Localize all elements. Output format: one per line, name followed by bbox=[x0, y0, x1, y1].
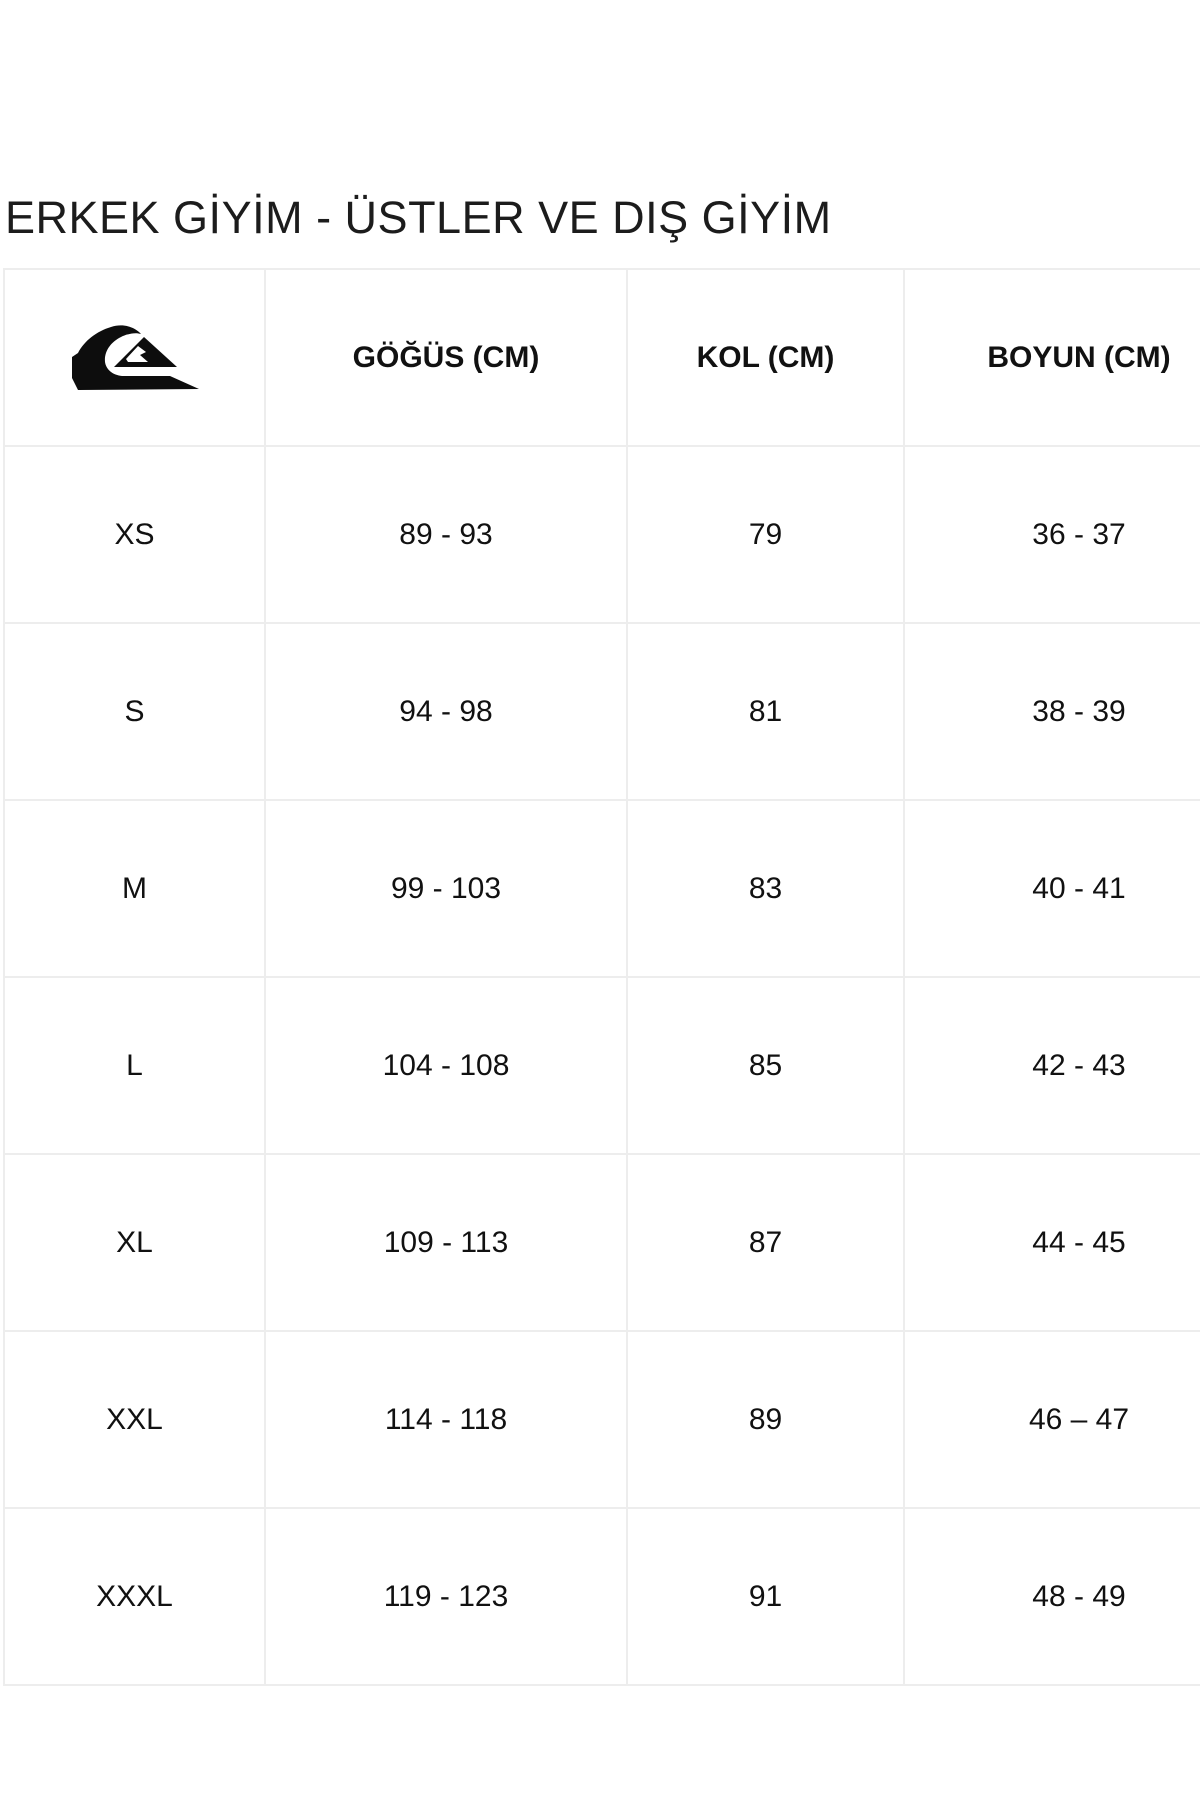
table-row-xxxl: XXXL 119 - 123 91 48 - 49 bbox=[3, 1507, 1200, 1686]
table-row-s: S 94 - 98 81 38 - 39 bbox=[3, 622, 1200, 801]
column-header-kol: KOL (CM) bbox=[626, 268, 905, 447]
size-label: XXL bbox=[3, 1330, 266, 1509]
kol-value: 81 bbox=[626, 622, 905, 801]
size-label: XS bbox=[3, 445, 266, 624]
table-row-m: M 99 - 103 83 40 - 41 bbox=[3, 799, 1200, 978]
gogus-value: 89 - 93 bbox=[264, 445, 628, 624]
column-header-gogus: GÖĞÜS (CM) bbox=[264, 268, 628, 447]
size-label: M bbox=[3, 799, 266, 978]
boyun-value: 44 - 45 bbox=[903, 1153, 1200, 1332]
table-row-l: L 104 - 108 85 42 - 43 bbox=[3, 976, 1200, 1155]
table-row-xs: XS 89 - 93 79 36 - 37 bbox=[3, 445, 1200, 624]
size-label: XL bbox=[3, 1153, 266, 1332]
kol-value: 79 bbox=[626, 445, 905, 624]
boyun-value: 42 - 43 bbox=[903, 976, 1200, 1155]
gogus-value: 119 - 123 bbox=[264, 1507, 628, 1686]
boyun-value: 40 - 41 bbox=[903, 799, 1200, 978]
brand-logo-cell bbox=[3, 268, 266, 447]
page-title: ERKEK GİYİM - ÜSTLER VE DIŞ GİYİM bbox=[5, 192, 832, 243]
size-label: L bbox=[3, 976, 266, 1155]
boyun-value: 46 – 47 bbox=[903, 1330, 1200, 1509]
gogus-value: 114 - 118 bbox=[264, 1330, 628, 1509]
column-header-boyun: BOYUN (CM) bbox=[903, 268, 1200, 447]
boyun-value: 36 - 37 bbox=[903, 445, 1200, 624]
gogus-value: 94 - 98 bbox=[264, 622, 628, 801]
boyun-value: 48 - 49 bbox=[903, 1507, 1200, 1686]
quiksilver-logo-icon bbox=[5, 270, 264, 445]
gogus-value: 99 - 103 bbox=[264, 799, 628, 978]
boyun-value: 38 - 39 bbox=[903, 622, 1200, 801]
size-label: S bbox=[3, 622, 266, 801]
table-row-xl: XL 109 - 113 87 44 - 45 bbox=[3, 1153, 1200, 1332]
kol-value: 87 bbox=[626, 1153, 905, 1332]
gogus-value: 109 - 113 bbox=[264, 1153, 628, 1332]
table-header-row: GÖĞÜS (CM) KOL (CM) BOYUN (CM) bbox=[3, 268, 1200, 447]
size-label: XXXL bbox=[3, 1507, 266, 1686]
size-chart-table: GÖĞÜS (CM) KOL (CM) BOYUN (CM) XS 89 - 9… bbox=[3, 268, 1200, 1686]
kol-value: 83 bbox=[626, 799, 905, 978]
gogus-value: 104 - 108 bbox=[264, 976, 628, 1155]
kol-value: 85 bbox=[626, 976, 905, 1155]
kol-value: 89 bbox=[626, 1330, 905, 1509]
table-row-xxl: XXL 114 - 118 89 46 – 47 bbox=[3, 1330, 1200, 1509]
kol-value: 91 bbox=[626, 1507, 905, 1686]
